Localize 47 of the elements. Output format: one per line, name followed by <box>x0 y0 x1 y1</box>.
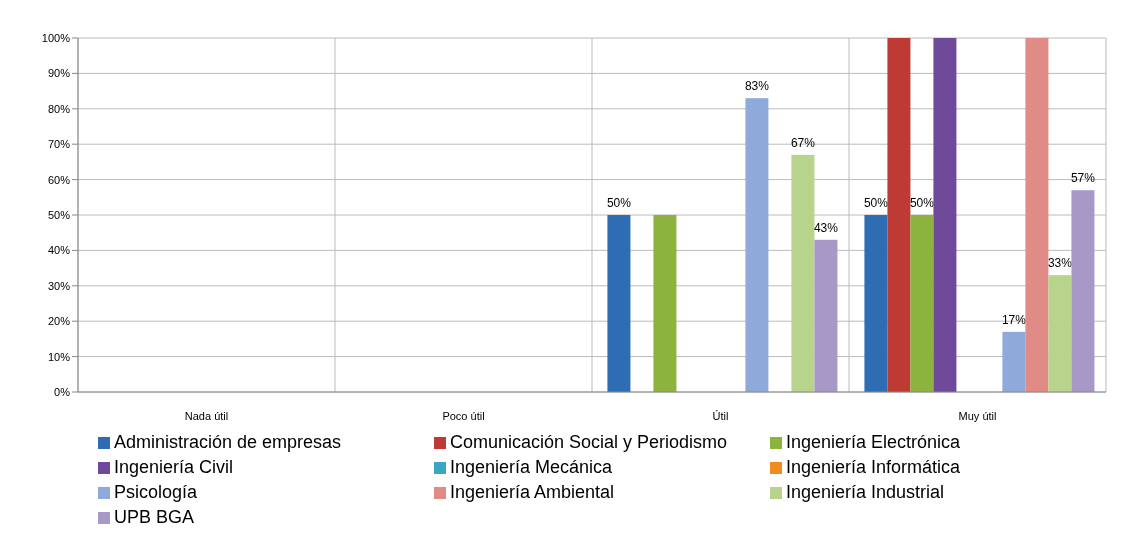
y-tick-label: 80% <box>47 102 71 115</box>
legend-label: Ingeniería Electrónica <box>786 432 961 453</box>
legend-label: UPB BGA <box>114 507 195 528</box>
bar <box>864 215 888 392</box>
y-tick-label: 0% <box>54 385 71 398</box>
legend-label: Ingeniería Civil <box>114 457 234 478</box>
legend-label: Ingeniería Mecánica <box>450 457 613 478</box>
legend-label: Administración de empresas <box>114 432 342 453</box>
y-tick-label: 10% <box>47 350 71 363</box>
bar <box>1025 38 1049 392</box>
data-label: 50% <box>863 196 889 210</box>
x-tick-label: Poco útil <box>442 409 485 422</box>
x-tick-label: Nada útil <box>184 409 229 422</box>
data-label: 67% <box>790 135 816 150</box>
x-tick-label: Muy útil <box>958 409 997 422</box>
y-tick-label: 90% <box>47 67 71 80</box>
legend-label: Psicología <box>114 482 198 503</box>
y-tick-label: 20% <box>47 315 71 328</box>
x-tick-label: Útil <box>712 409 729 422</box>
data-label: 43% <box>813 220 839 235</box>
data-label: 33% <box>1047 256 1073 271</box>
bar <box>1071 190 1095 392</box>
y-tick-label: 30% <box>47 279 71 292</box>
bar <box>1002 331 1026 392</box>
bar <box>887 38 911 392</box>
bar <box>653 215 677 392</box>
bar <box>1048 275 1072 392</box>
data-label: 57% <box>1070 171 1096 186</box>
data-label: 50% <box>606 196 632 210</box>
legend-label: Comunicación Social y Periodismo <box>450 432 728 453</box>
bar <box>933 38 957 392</box>
legend-label: Ingeniería Industrial <box>786 482 945 503</box>
bar <box>814 239 838 392</box>
y-tick-label: 50% <box>47 208 71 221</box>
legend-label: Ingeniería Ambiental <box>450 482 615 503</box>
legend-label: Ingeniería Informática <box>786 457 961 478</box>
data-label: 83% <box>744 79 770 94</box>
bar <box>607 215 631 392</box>
y-tick-label: 100% <box>41 31 71 44</box>
y-tick-label: 60% <box>47 173 71 186</box>
data-label: 17% <box>1001 312 1027 327</box>
y-tick-label: 40% <box>47 244 71 257</box>
y-tick-label: 70% <box>47 138 71 151</box>
bar <box>910 215 934 392</box>
bar <box>745 98 769 392</box>
data-label: 50% <box>909 196 935 210</box>
bar <box>791 154 815 392</box>
